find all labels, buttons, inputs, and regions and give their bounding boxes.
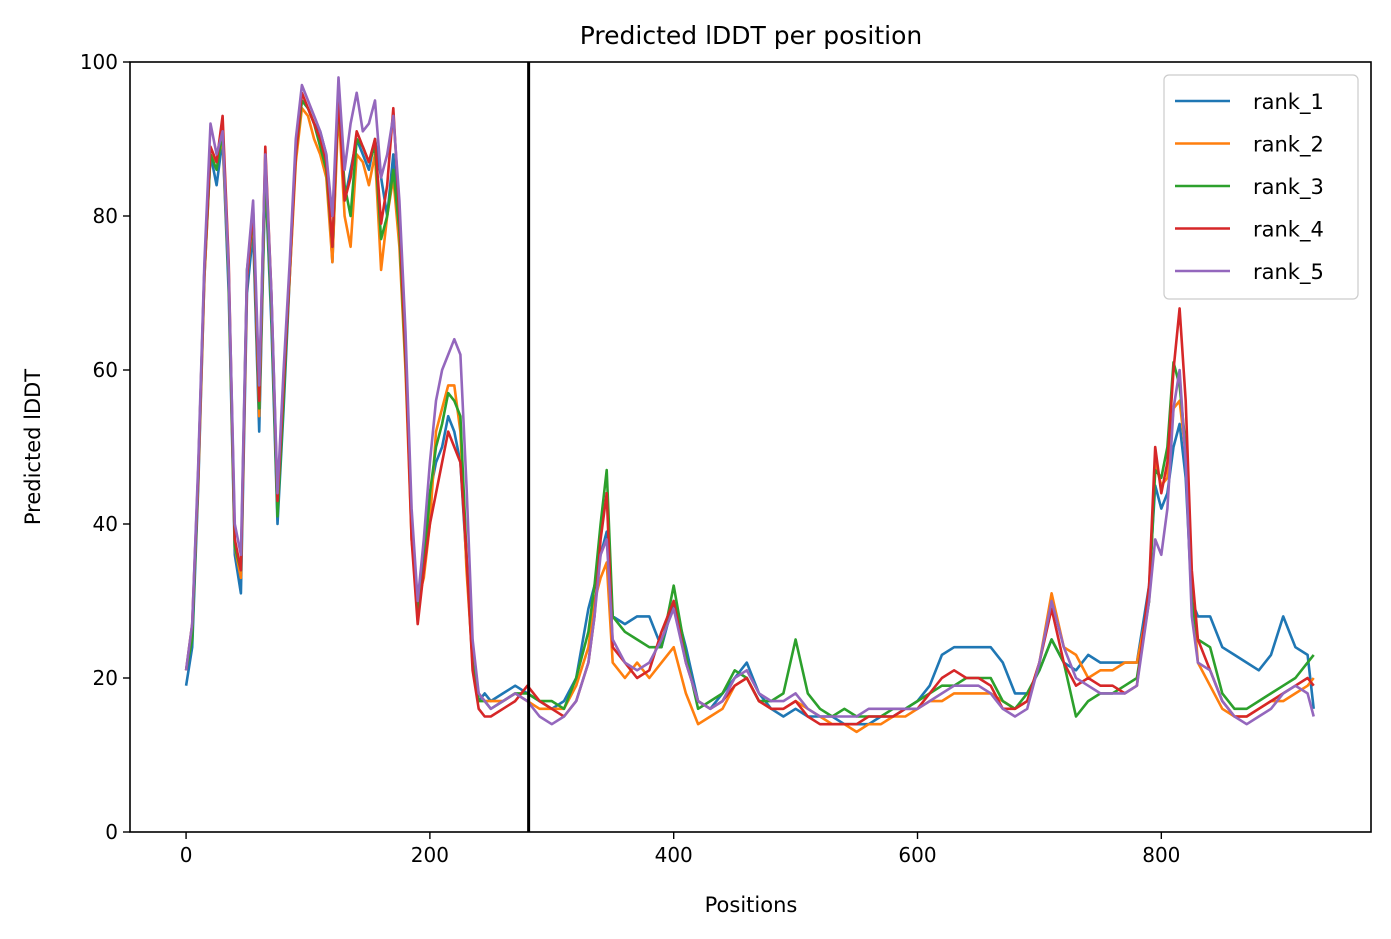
series-line-rank_5 — [184, 76, 1315, 726]
x-tick-label: 0 — [180, 843, 193, 867]
y-tick-label: 20 — [93, 666, 118, 690]
series-line-rank_2 — [184, 106, 1315, 734]
series-line-rank_4 — [184, 91, 1315, 726]
x-axis-ticks: 0 200 400 600 800 — [180, 832, 1180, 867]
legend-box — [1163, 74, 1359, 300]
y-tick-label: 40 — [93, 512, 118, 536]
y-axis-ticks: 0 20 40 60 80 100 — [80, 50, 130, 844]
legend-label-rank_4: rank_4 — [1253, 218, 1324, 243]
y-tick-label: 60 — [93, 358, 118, 382]
legend-label-rank_5: rank_5 — [1253, 260, 1324, 285]
x-tick-label: 800 — [1142, 843, 1180, 867]
y-tick-label: 80 — [93, 204, 118, 228]
plot-frame — [129, 61, 1372, 833]
y-axis-label: Predicted lDDT — [21, 369, 45, 525]
series-lines — [184, 76, 1315, 734]
legend-label-rank_1: rank_1 — [1253, 90, 1324, 115]
legend: rank_1 rank_2 rank_3 rank_4 rank_5 — [1163, 74, 1359, 300]
x-tick-label: 600 — [898, 843, 936, 867]
x-tick-label: 400 — [655, 843, 693, 867]
chart-title: Predicted lDDT per position — [580, 21, 922, 50]
legend-label-rank_2: rank_2 — [1253, 133, 1324, 158]
y-tick-label: 100 — [80, 50, 118, 74]
x-axis-label: Positions — [705, 893, 798, 917]
x-tick-label: 200 — [411, 843, 449, 867]
legend-label-rank_3: rank_3 — [1253, 175, 1324, 200]
y-tick-label: 0 — [105, 820, 118, 844]
